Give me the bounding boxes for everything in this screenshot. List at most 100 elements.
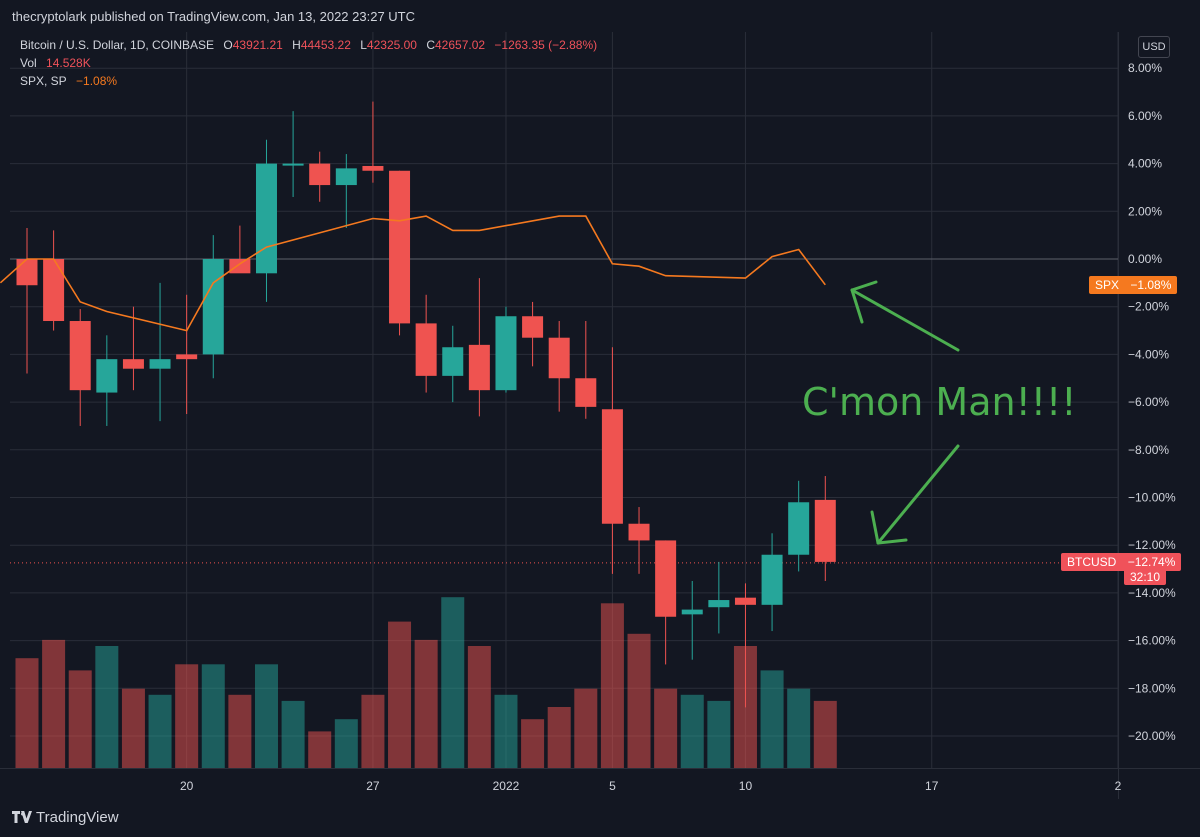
y-tick-label-14: −20.00% <box>1128 729 1176 743</box>
x-axis-labels: 20 27 2022 5 10 17 2 <box>180 779 1122 793</box>
y-tick-label-11: −14.00% <box>1128 586 1176 600</box>
volume-bar-2022-01-13 <box>813 700 837 768</box>
candle-body-2022-01-08 <box>681 609 703 615</box>
volume-bar-2022-01-04 <box>574 688 598 768</box>
y-tick-label-13: −18.00% <box>1128 681 1176 695</box>
volume-bar-2021-12-24 <box>281 700 305 768</box>
x-tick-label-4: 10 <box>739 779 753 793</box>
volume-bar-2021-12-19 <box>148 694 172 768</box>
candle-body-2022-01-03 <box>548 337 570 379</box>
candle-body-2021-12-30 <box>442 347 464 376</box>
annotation-layer: C'mon Man!!!! <box>802 280 1077 545</box>
candle-body-2021-12-20 <box>176 354 198 360</box>
volume-bar-2022-01-11 <box>760 670 784 768</box>
volume-bar-2022-01-07 <box>654 688 678 768</box>
y-tick-label-0: 8.00% <box>1128 61 1162 75</box>
currency-button[interactable]: USD <box>1138 36 1170 58</box>
candle-body-2021-12-14 <box>16 259 38 286</box>
price-chart[interactable]: 8.00% 6.00% 4.00% 2.00% 0.00% −2.00% −4.00% −6.… <box>0 32 1200 799</box>
tradingview-brand: TradingView <box>36 809 119 826</box>
volume-bar-2022-01-09 <box>707 700 731 768</box>
candle-body-2021-12-19 <box>149 359 171 369</box>
annotation-arrow-upper <box>850 288 960 352</box>
x-tick-label-6: 2 <box>1115 779 1122 793</box>
volume-bar-2021-12-23 <box>254 664 278 768</box>
legend-vol-label: Vol <box>20 56 37 70</box>
legend-spx-value: −1.08% <box>76 74 118 88</box>
legend-vol-value: 14.528K <box>46 56 91 70</box>
candle-body-2021-12-18 <box>122 359 144 369</box>
volume-bar-2021-12-17 <box>95 646 119 768</box>
candle-body-2021-12-21 <box>202 259 224 355</box>
volume-bar-2021-12-25 <box>308 731 332 768</box>
candle-body-2021-12-17 <box>96 359 118 393</box>
volume-bar-2021-12-15 <box>42 639 66 768</box>
btc-countdown: 32:10 <box>1130 570 1161 584</box>
candle-body-2021-12-25 <box>309 163 331 186</box>
candle-body-2021-12-27 <box>362 165 384 171</box>
legend-spx: SPX, SP −1.08% <box>20 74 123 88</box>
y-tick-label-9: −10.00% <box>1128 491 1176 505</box>
volume-bar-2021-12-21 <box>201 664 225 768</box>
candle-body-2022-01-06 <box>628 523 650 541</box>
spx-layer <box>0 215 826 332</box>
y-tick-label-1: 6.00% <box>1128 109 1162 123</box>
y-tick-label-6: −4.00% <box>1128 347 1169 361</box>
spx-price-tag: SPX −1.08% <box>1089 276 1178 294</box>
x-tick-label-2: 2022 <box>493 779 520 793</box>
volume-bar-2021-12-27 <box>361 694 385 768</box>
publisher-text: thecryptolark published on TradingView.c… <box>12 9 415 24</box>
y-tick-label-4: 0.00% <box>1128 252 1162 266</box>
y-tick-label-3: 2.00% <box>1128 204 1162 218</box>
annotation-arrowhead-upper <box>850 280 878 324</box>
legend-volume: Vol 14.528K <box>20 56 97 70</box>
legend-ohlc: Bitcoin / U.S. Dollar, 1D, COINBASE O439… <box>20 38 603 52</box>
candle-body-2022-01-12 <box>788 502 810 555</box>
volume-bar-2021-12-20 <box>175 664 199 768</box>
volume-bar-2022-01-03 <box>547 707 571 768</box>
y-tick-label-12: −16.00% <box>1128 634 1176 648</box>
candle-body-2021-12-24 <box>282 163 304 166</box>
volume-bar-2021-12-18 <box>121 688 145 768</box>
candle-body-2021-12-31 <box>468 344 490 391</box>
legend-high: H44453.22 <box>292 38 351 52</box>
candle-body-2022-01-01 <box>495 316 517 391</box>
btc-tag-value: −12.74% <box>1127 555 1176 569</box>
y-tick-label-2: 4.00% <box>1128 157 1162 171</box>
btc-tag-name: BTCUSD <box>1067 555 1117 569</box>
x-tick-label-1: 27 <box>366 779 380 793</box>
x-tick-label-3: 5 <box>609 779 616 793</box>
candle-body-2022-01-13 <box>814 499 836 562</box>
y-tick-label-10: −12.00% <box>1128 538 1176 552</box>
candle-body-2021-12-26 <box>335 168 357 186</box>
spx-tag-name: SPX <box>1095 278 1120 292</box>
volume-bar-2021-12-31 <box>467 646 491 768</box>
volume-bar-2021-12-29 <box>414 639 438 768</box>
y-axis-labels: 8.00% 6.00% 4.00% 2.00% 0.00% −2.00% −4.00% −6.… <box>1128 61 1176 743</box>
annotation-arrowhead-lower <box>870 510 908 545</box>
candle-body-2022-01-09 <box>708 600 730 608</box>
candle-body-2021-12-16 <box>69 321 91 391</box>
candle-body-2022-01-07 <box>655 540 677 617</box>
volume-bar-2022-01-01 <box>494 694 518 768</box>
chart-background <box>0 32 1200 799</box>
volume-bar-2022-01-05 <box>600 603 624 768</box>
x-tick-label-5: 17 <box>925 779 939 793</box>
chart-area[interactable]: 8.00% 6.00% 4.00% 2.00% 0.00% −2.00% −4.00% −6.… <box>0 32 1200 837</box>
candle-body-2022-01-05 <box>601 409 623 524</box>
volume-bar-2022-01-02 <box>521 719 545 768</box>
tradingview-logo-icon <box>12 811 32 823</box>
volume-layer <box>15 597 837 768</box>
candle-body-2022-01-04 <box>575 378 597 407</box>
footer: TradingView <box>0 799 1200 837</box>
annotation-text: C'mon Man!!!! <box>802 380 1077 424</box>
candle-body-2021-12-23 <box>255 163 277 274</box>
spx-line <box>0 215 826 332</box>
y-tick-label-7: −6.00% <box>1128 395 1169 409</box>
volume-bar-2022-01-06 <box>627 633 651 768</box>
x-tick-label-0: 20 <box>180 779 194 793</box>
legend-open: O43921.21 <box>223 38 283 52</box>
btc-countdown-tag: 32:10 <box>1124 569 1167 585</box>
spx-tag-value: −1.08% <box>1130 278 1172 292</box>
candle-body-2021-12-28 <box>389 170 411 324</box>
